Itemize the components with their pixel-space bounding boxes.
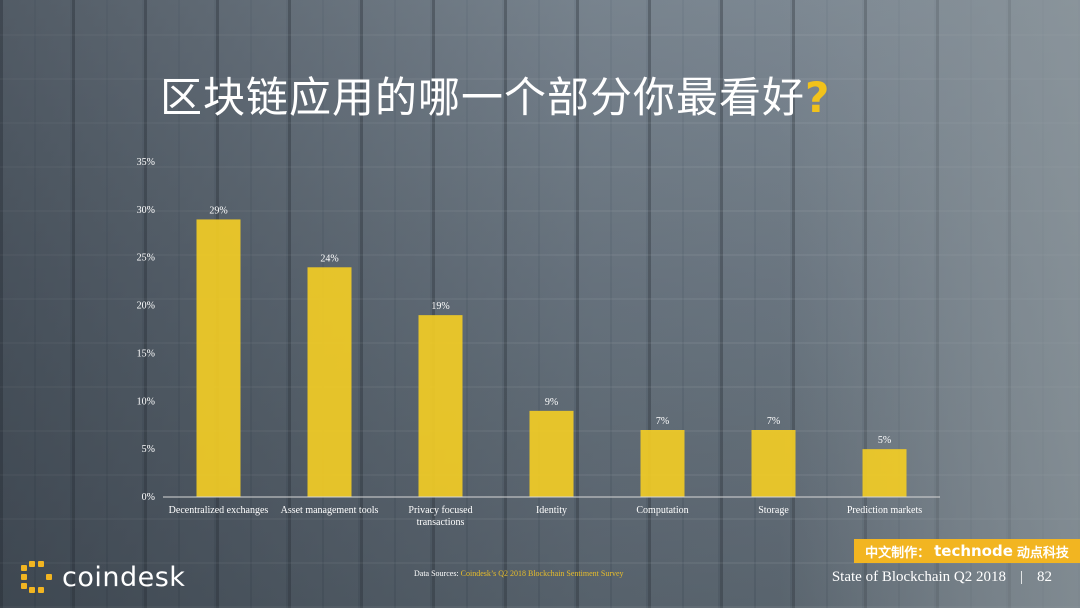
coindesk-logo: coindesk bbox=[20, 560, 185, 594]
data-label: 24% bbox=[320, 253, 338, 264]
badge-suffix: 动点科技 bbox=[1016, 545, 1069, 561]
page-number: 82 bbox=[1037, 569, 1052, 585]
data-sources-label: Data Sources: bbox=[414, 569, 461, 578]
data-label: 29% bbox=[209, 205, 227, 216]
y-tick-label: 0% bbox=[142, 492, 155, 503]
bar bbox=[862, 449, 907, 497]
y-tick-label: 25% bbox=[137, 253, 155, 264]
x-tick-label: Decentralized exchanges bbox=[169, 505, 269, 516]
bar bbox=[418, 315, 463, 497]
report-title: State of Blockchain Q2 2018 bbox=[831, 569, 1006, 585]
data-label: 5% bbox=[878, 435, 891, 446]
y-tick-label: 10% bbox=[137, 396, 155, 407]
badge-technode: technode bbox=[934, 542, 1013, 560]
coindesk-mark-icon bbox=[21, 561, 52, 593]
page-title: 区块链应用的哪一个部分你最看好? bbox=[160, 64, 830, 125]
y-tick-label: 15% bbox=[137, 348, 155, 359]
x-tick-label: Asset management tools bbox=[281, 505, 379, 516]
data-labels: 29% 24% 19% 9% 7% 7% 5% bbox=[209, 205, 891, 446]
x-axis: Decentralized exchanges Asset management … bbox=[169, 505, 923, 528]
page-title-question-mark: ? bbox=[805, 73, 831, 122]
y-tick-label: 20% bbox=[137, 301, 155, 312]
translation-badge: 中文制作： technode 动点科技 bbox=[854, 539, 1080, 563]
bar bbox=[529, 410, 574, 497]
x-tick-label: Privacy focused transactions bbox=[408, 505, 472, 528]
bars bbox=[196, 219, 907, 497]
data-label: 7% bbox=[656, 416, 669, 427]
page-title-text: 区块链应用的哪一个部分你最看好 bbox=[160, 73, 806, 122]
coindesk-wordmark: coindesk bbox=[62, 561, 186, 593]
y-tick-label: 5% bbox=[142, 444, 155, 455]
x-tick-label: Identity bbox=[536, 505, 567, 516]
background-fade bbox=[780, 0, 1080, 608]
x-tick-label: Prediction markets bbox=[847, 505, 922, 516]
data-sources: Data Sources: Coindesk’s Q2 2018 Blockch… bbox=[414, 569, 624, 578]
bar bbox=[307, 267, 352, 497]
data-label: 9% bbox=[545, 397, 558, 408]
data-label: 19% bbox=[431, 301, 449, 312]
y-tick-label: 30% bbox=[137, 205, 155, 216]
y-axis: 0% 5% 10% 15% 20% 25% 30% 35% bbox=[137, 157, 155, 503]
badge-prefix: 中文制作： bbox=[865, 545, 931, 561]
x-tick-label: Storage bbox=[758, 505, 789, 516]
y-tick-label: 35% bbox=[137, 157, 155, 168]
footer-separator: | bbox=[1019, 569, 1023, 585]
x-tick-label: Computation bbox=[636, 505, 688, 516]
footer-report: State of Blockchain Q2 2018 | 82 bbox=[832, 569, 1052, 586]
bar bbox=[640, 430, 685, 497]
data-label: 7% bbox=[767, 416, 780, 427]
data-sources-link[interactable]: Coindesk’s Q2 2018 Blockchain Sentiment … bbox=[460, 569, 624, 578]
bar bbox=[751, 430, 796, 497]
bar bbox=[196, 219, 241, 497]
